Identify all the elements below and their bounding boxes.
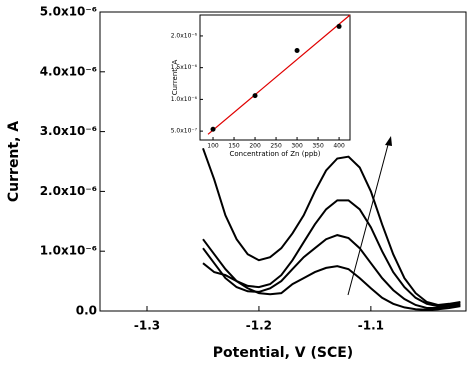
x-tick-label: -1.1 (358, 319, 384, 333)
curve (202, 262, 461, 311)
inset-plot: 100 150 200 250 300 350 400 5.0x10⁻⁷ 1.0x10⁻⁶ 1.5… (171, 14, 351, 158)
main-plot: -1.3 -1.2 -1.1 0.0 1.0x10⁻⁶ 2.0x10⁻⁶ 3.0x10⁻⁶ 4… (6, 5, 467, 361)
point (210, 126, 216, 132)
point (336, 23, 342, 29)
x-tick-label: 200 (249, 143, 261, 150)
y-tick-label: 1.5x10⁻⁶ (171, 64, 198, 71)
y-tick-label: 2.0x10⁻⁶ (40, 184, 97, 198)
x-axis-label: Concentration of Zn (ppb) (230, 150, 321, 158)
y-tick-label: 1.0x10⁻⁶ (171, 96, 198, 103)
point (252, 93, 258, 99)
y-tick-label: 3.0x10⁻⁶ (40, 124, 97, 138)
curve (202, 234, 461, 309)
y-axis-label: Current, A (171, 60, 179, 96)
plot-frame (99, 11, 467, 312)
y-tick-label: 1.0x10⁻⁶ (40, 244, 97, 258)
y-tick-label: 0.0 (76, 304, 97, 318)
fit-line (207, 14, 351, 135)
y-tick-label: 2.0x10⁻⁶ (171, 32, 198, 39)
x-tick-label: 250 (270, 143, 282, 150)
y-tick-label: 4.0x10⁻⁶ (40, 64, 97, 78)
x-tick-label: -1.2 (246, 319, 272, 333)
y-tick-label: 5.0x10⁻⁷ (171, 128, 198, 135)
curve (202, 147, 461, 307)
curve (202, 199, 461, 308)
x-axis-label: Potential, V (SCE) (213, 345, 353, 361)
y-tick-label: 5.0x10⁻⁶ (40, 5, 97, 19)
x-tick-label: 350 (312, 143, 324, 150)
y-axis-label: Current, A (6, 121, 22, 202)
x-tick-label: 400 (333, 143, 345, 150)
arrow-head (385, 136, 392, 146)
x-tick-label: 300 (291, 143, 303, 150)
trend-arrow (347, 140, 390, 296)
x-tick-label: 150 (228, 143, 240, 150)
x-tick-label: 100 (207, 143, 219, 150)
x-tick-label: -1.3 (134, 319, 160, 333)
point (294, 48, 300, 54)
